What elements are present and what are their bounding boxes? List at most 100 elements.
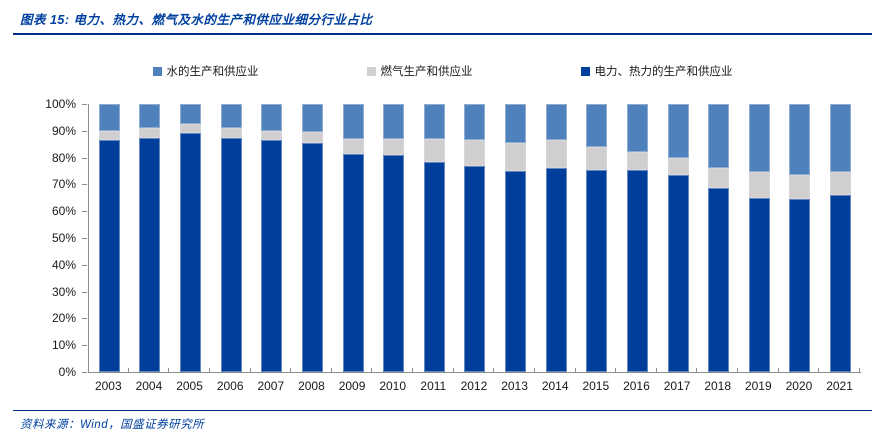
x-tick-label-2015: 2015 xyxy=(582,379,610,393)
bar-2012 xyxy=(464,104,486,372)
segment-电力、热力的生产和供应业-2003 xyxy=(98,140,120,372)
y-tick-mark xyxy=(82,157,87,159)
segment-燃气生产和供应业-2015 xyxy=(586,146,608,170)
gas-legend-swatch xyxy=(366,66,376,76)
segment-水的生产和供应业-2013 xyxy=(505,104,527,143)
x-tick-mark xyxy=(535,368,576,372)
y-tick-mark xyxy=(82,211,87,213)
x-tick-mark xyxy=(616,368,657,372)
x-axis-labels: 2003 2004 2005 2006 2007 2008 2009 2010 2011 2012… xyxy=(88,379,860,393)
segment-燃气生产和供应业-2010 xyxy=(383,138,405,155)
bar-2013 xyxy=(505,104,527,372)
x-tick-mark xyxy=(169,368,210,372)
x-tick-mark xyxy=(210,368,251,372)
y-tick-label-60: 60% xyxy=(51,204,76,219)
segment-燃气生产和供应业-2014 xyxy=(545,140,567,169)
segment-水的生产和供应业-2014 xyxy=(545,104,567,141)
segment-燃气生产和供应业-2005 xyxy=(180,124,202,134)
segment-水的生产和供应业-2015 xyxy=(586,104,608,147)
bottom-divider xyxy=(13,410,872,411)
bar-2007 xyxy=(261,104,283,372)
bar-2018 xyxy=(708,104,730,372)
x-tick-label-2013: 2013 xyxy=(501,379,528,393)
legend-item-electricity: 电力、热力的生产和供应业 xyxy=(580,63,733,79)
x-tick-label-2011: 2011 xyxy=(420,379,447,393)
segment-电力、热力的生产和供应业-2015 xyxy=(586,169,608,372)
segment-水的生产和供应业-2008 xyxy=(301,104,323,133)
segment-电力、热力的生产和供应业-2013 xyxy=(505,171,527,372)
x-tick-mark xyxy=(413,368,454,372)
x-tick-mark xyxy=(779,368,820,372)
segment-电力、热力的生产和供应业-2006 xyxy=(220,137,242,372)
x-tick-label-2019: 2019 xyxy=(744,379,772,393)
x-tick-mark xyxy=(332,368,373,372)
x-tick-mark xyxy=(576,368,617,372)
segment-燃气生产和供应业-2004 xyxy=(139,128,161,138)
segment-电力、热力的生产和供应业-2018 xyxy=(708,188,730,372)
plot-area xyxy=(88,104,861,373)
legend-item-gas: 燃气生产和供应业 xyxy=(366,63,473,79)
segment-水的生产和供应业-2007 xyxy=(261,104,283,131)
y-tick-mark xyxy=(82,345,87,347)
y-tick-mark xyxy=(82,264,87,266)
segment-燃气生产和供应业-2003 xyxy=(98,130,120,141)
top-divider xyxy=(13,33,872,35)
x-tick-label-2005: 2005 xyxy=(176,379,203,393)
segment-燃气生产和供应业-2008 xyxy=(301,132,323,143)
segment-水的生产和供应业-2011 xyxy=(423,104,445,139)
x-tick-label-2016: 2016 xyxy=(623,379,650,393)
x-tick-label-2008: 2008 xyxy=(298,379,325,393)
segment-电力、热力的生产和供应业-2004 xyxy=(139,137,161,372)
gas-legend-label: 燃气生产和供应业 xyxy=(380,66,473,78)
x-tick-mark xyxy=(372,368,413,372)
x-tick-label-2006: 2006 xyxy=(216,379,244,393)
x-tick-mark xyxy=(291,368,332,372)
x-axis-ticks xyxy=(88,368,860,372)
y-tick-label-20: 20% xyxy=(51,311,76,326)
y-tick-label-80: 80% xyxy=(51,150,76,165)
segment-电力、热力的生产和供应业-2021 xyxy=(830,195,852,372)
x-tick-mark xyxy=(738,368,779,372)
bar-2004 xyxy=(139,104,161,372)
x-tick-mark xyxy=(657,368,698,372)
segment-电力、热力的生产和供应业-2008 xyxy=(301,142,323,372)
segment-水的生产和供应业-2005 xyxy=(180,104,202,125)
bar-2008 xyxy=(301,104,323,372)
bar-2011 xyxy=(423,104,445,372)
y-tick-mark xyxy=(82,372,87,373)
y-tick-mark xyxy=(82,318,87,320)
segment-电力、热力的生产和供应业-2016 xyxy=(626,169,648,372)
segment-水的生产和供应业-2021 xyxy=(830,104,852,173)
segment-水的生产和供应业-2009 xyxy=(342,104,364,139)
segment-水的生产和供应业-2019 xyxy=(748,104,770,173)
segment-电力、热力的生产和供应业-2010 xyxy=(383,154,405,372)
segment-燃气生产和供应业-2021 xyxy=(830,172,852,196)
segment-水的生产和供应业-2017 xyxy=(667,104,689,158)
legend-item-water: 水的生产和供应业 xyxy=(152,63,259,79)
source-note: 资料来源：Wind，国盛证券研究所 xyxy=(20,419,205,431)
y-tick-label-30: 30% xyxy=(51,284,76,299)
segment-电力、热力的生产和供应业-2005 xyxy=(180,133,202,372)
segment-水的生产和供应业-2003 xyxy=(98,104,120,131)
segment-燃气生产和供应业-2012 xyxy=(464,140,486,166)
electricity-legend-swatch xyxy=(580,66,590,76)
segment-燃气生产和供应业-2016 xyxy=(626,152,648,170)
segment-燃气生产和供应业-2020 xyxy=(789,175,811,200)
y-tick-label-0: 0% xyxy=(58,365,76,379)
bar-2005 xyxy=(180,104,202,372)
x-tick-mark xyxy=(494,368,535,372)
bar-2021 xyxy=(830,104,852,372)
segment-水的生产和供应业-2018 xyxy=(708,104,730,169)
y-tick-mark xyxy=(82,184,87,186)
segment-水的生产和供应业-2016 xyxy=(626,104,648,153)
segment-电力、热力的生产和供应业-2017 xyxy=(667,175,689,372)
segment-电力、热力的生产和供应业-2012 xyxy=(464,165,486,372)
y-tick-label-70: 70% xyxy=(51,177,76,192)
segment-电力、热力的生产和供应业-2014 xyxy=(545,168,567,372)
bar-2010 xyxy=(383,104,405,372)
segment-燃气生产和供应业-2017 xyxy=(667,157,689,176)
x-tick-label-2017: 2017 xyxy=(663,379,691,393)
bar-2009 xyxy=(342,104,364,372)
segment-燃气生产和供应业-2006 xyxy=(220,128,242,138)
